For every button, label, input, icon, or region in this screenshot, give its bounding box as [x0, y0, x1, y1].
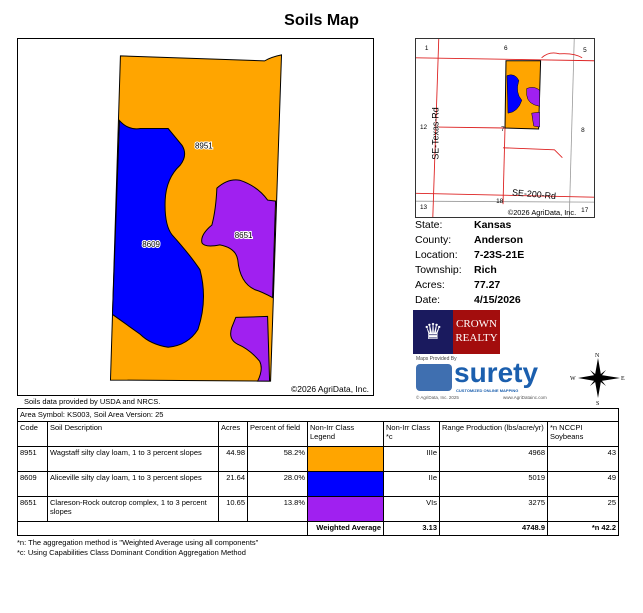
table-row: 8609 Aliceville silty clay loam, 1 to 3 p… — [17, 471, 619, 497]
nccpi-soybeans: 43 — [547, 446, 619, 472]
non-irr-class: IIIe — [383, 446, 440, 472]
compass-w: W — [570, 376, 576, 382]
location-minimap: 1 6 5 12 7 8 13 18 17 SE-Texas-Rd SE-200… — [415, 38, 595, 218]
minimap-copyright: ©2026 AgriData, Inc. — [508, 208, 576, 217]
col-header-legend: Non-Irr Class Legend — [307, 421, 384, 447]
class-legend-swatch — [307, 446, 384, 472]
realty-text: REALTY — [455, 332, 498, 344]
data-credit: Soils data provided by USDA and NRCS. — [24, 397, 161, 406]
soil-polygon-8609 — [111, 119, 204, 348]
note-c: *c: Using Capabilities Class Dominant Co… — [17, 548, 246, 557]
page-title: Soils Map — [284, 12, 359, 29]
soil-polygon-8651-south — [230, 315, 271, 382]
percent-of-field: 13.8% — [247, 496, 308, 522]
map-label-8951: 8951 — [195, 141, 213, 150]
road-label-se-200-rd: SE-200-Rd — [512, 187, 557, 201]
maps-provided-by: Maps Provided By — [416, 356, 457, 362]
section-12: 12 — [420, 124, 428, 131]
compass-n: N — [595, 353, 600, 359]
acres: 21.64 — [218, 471, 248, 497]
map-copyright: ©2026 AgriData, Inc. — [291, 384, 369, 394]
non-irr-class: IIe — [383, 471, 440, 497]
surety-tagline: CUSTOMIZED ONLINE MAPPING — [456, 388, 519, 393]
class-legend-swatch — [307, 471, 384, 497]
section-17: 17 — [581, 207, 589, 214]
nccpi-soybeans: 49 — [547, 471, 619, 497]
table-header-row: Code Soil Description Acres Percent of f… — [17, 421, 619, 447]
acres: 10.65 — [218, 496, 248, 522]
soils-table: Area Symbol: KS003, Soil Area Version: 2… — [17, 408, 619, 536]
map-label-8651: 8651 — [235, 231, 253, 240]
crown-icon: ♛ — [413, 310, 453, 354]
soil-description: Aliceville silty clay loam, 1 to 3 perce… — [47, 471, 219, 497]
section-13: 13 — [420, 204, 428, 211]
surety-globe-icon — [416, 364, 452, 391]
col-header-description: Soil Description — [47, 421, 219, 447]
compass-e: E — [621, 376, 625, 382]
surety-logo-text: surety — [454, 357, 539, 388]
info-value-acres: 77.27 — [474, 279, 501, 291]
range-production: 5019 — [439, 471, 548, 497]
weighted-average-row: Weighted Average 3.13 4748.9 *n 42.2 — [17, 521, 619, 536]
agridata-copyright: © AgriData, Inc. 2025 — [416, 395, 459, 400]
acres: 44.98 — [218, 446, 248, 472]
info-value-township: Rich — [474, 264, 497, 276]
soils-map: 8951 8609 8651 ©2026 AgriData, Inc. — [17, 38, 374, 396]
weighted-average-range: 4748.9 — [439, 521, 548, 536]
table-row: 8651 Clareson-Rock outcrop complex, 1 to … — [17, 496, 619, 522]
col-header-acres: Acres — [218, 421, 248, 447]
soil-code: 8951 — [17, 446, 48, 472]
col-header-percent: Percent of field — [247, 421, 308, 447]
info-label-acres: Acres: — [415, 279, 445, 291]
col-header-class: Non-Irr Class *c — [383, 421, 440, 447]
soil-code: 8609 — [17, 471, 48, 497]
section-18: 18 — [496, 198, 504, 205]
weighted-average-class: 3.13 — [383, 521, 440, 536]
info-label-county: County: — [415, 234, 452, 246]
info-value-state: Kansas — [474, 219, 512, 231]
compass-s: S — [596, 401, 599, 406]
col-header-code: Code — [17, 421, 48, 447]
info-label-township: Township: — [415, 264, 462, 276]
road-label-se-texas-rd: SE-Texas-Rd — [431, 107, 441, 159]
non-irr-class: VIs — [383, 496, 440, 522]
range-production: 3275 — [439, 496, 548, 522]
nccpi-soybeans: 25 — [547, 496, 619, 522]
map-label-8609: 8609 — [142, 240, 160, 249]
section-5: 5 — [583, 47, 587, 54]
crown-text: CROWN — [456, 318, 497, 330]
weighted-average-label: Weighted Average — [307, 521, 384, 536]
compass-rose-icon: N S E W — [570, 353, 625, 406]
class-legend-swatch — [307, 496, 384, 522]
soil-polygon-8651-north — [201, 179, 277, 299]
soil-description: Wagstaff silty clay loam, 1 to 3 percent… — [47, 446, 219, 472]
section-8: 8 — [581, 127, 585, 134]
info-label-date: Date: — [415, 294, 441, 306]
weighted-average-nccpi: *n 42.2 — [547, 521, 619, 536]
crown-realty-logo: ♛ CROWN REALTY — [413, 310, 500, 354]
table-row: 8951 Wagstaff silty clay loam, 1 to 3 per… — [17, 446, 619, 472]
section-7: 7 — [501, 126, 505, 133]
section-6: 6 — [504, 45, 508, 52]
note-n: *n: The aggregation method is "Weighted … — [17, 538, 259, 547]
info-value-county: Anderson — [474, 234, 524, 246]
info-value-location: 7-23S-21E — [474, 249, 525, 261]
percent-of-field: 58.2% — [247, 446, 308, 472]
info-label-state: State: — [415, 219, 443, 231]
info-value-date: 4/15/2026 — [474, 294, 521, 306]
col-header-nccpi: *n NCCPI Soybeans — [547, 421, 619, 447]
info-label-location: Location: — [415, 249, 458, 261]
soils-table-section: Area Symbol: KS003, Soil Area Version: 2… — [17, 408, 619, 558]
section-1: 1 — [425, 45, 429, 52]
col-header-range: Range Production (lbs/acre/yr) — [439, 421, 548, 447]
area-symbol: Area Symbol: KS003, Soil Area Version: 2… — [17, 408, 619, 422]
agridata-url: www.AgriDatainc.com — [503, 395, 547, 400]
percent-of-field: 28.0% — [247, 471, 308, 497]
soil-code: 8651 — [17, 496, 48, 522]
range-production: 4968 — [439, 446, 548, 472]
soil-description: Clareson-Rock outcrop complex, 1 to 3 pe… — [47, 496, 219, 522]
